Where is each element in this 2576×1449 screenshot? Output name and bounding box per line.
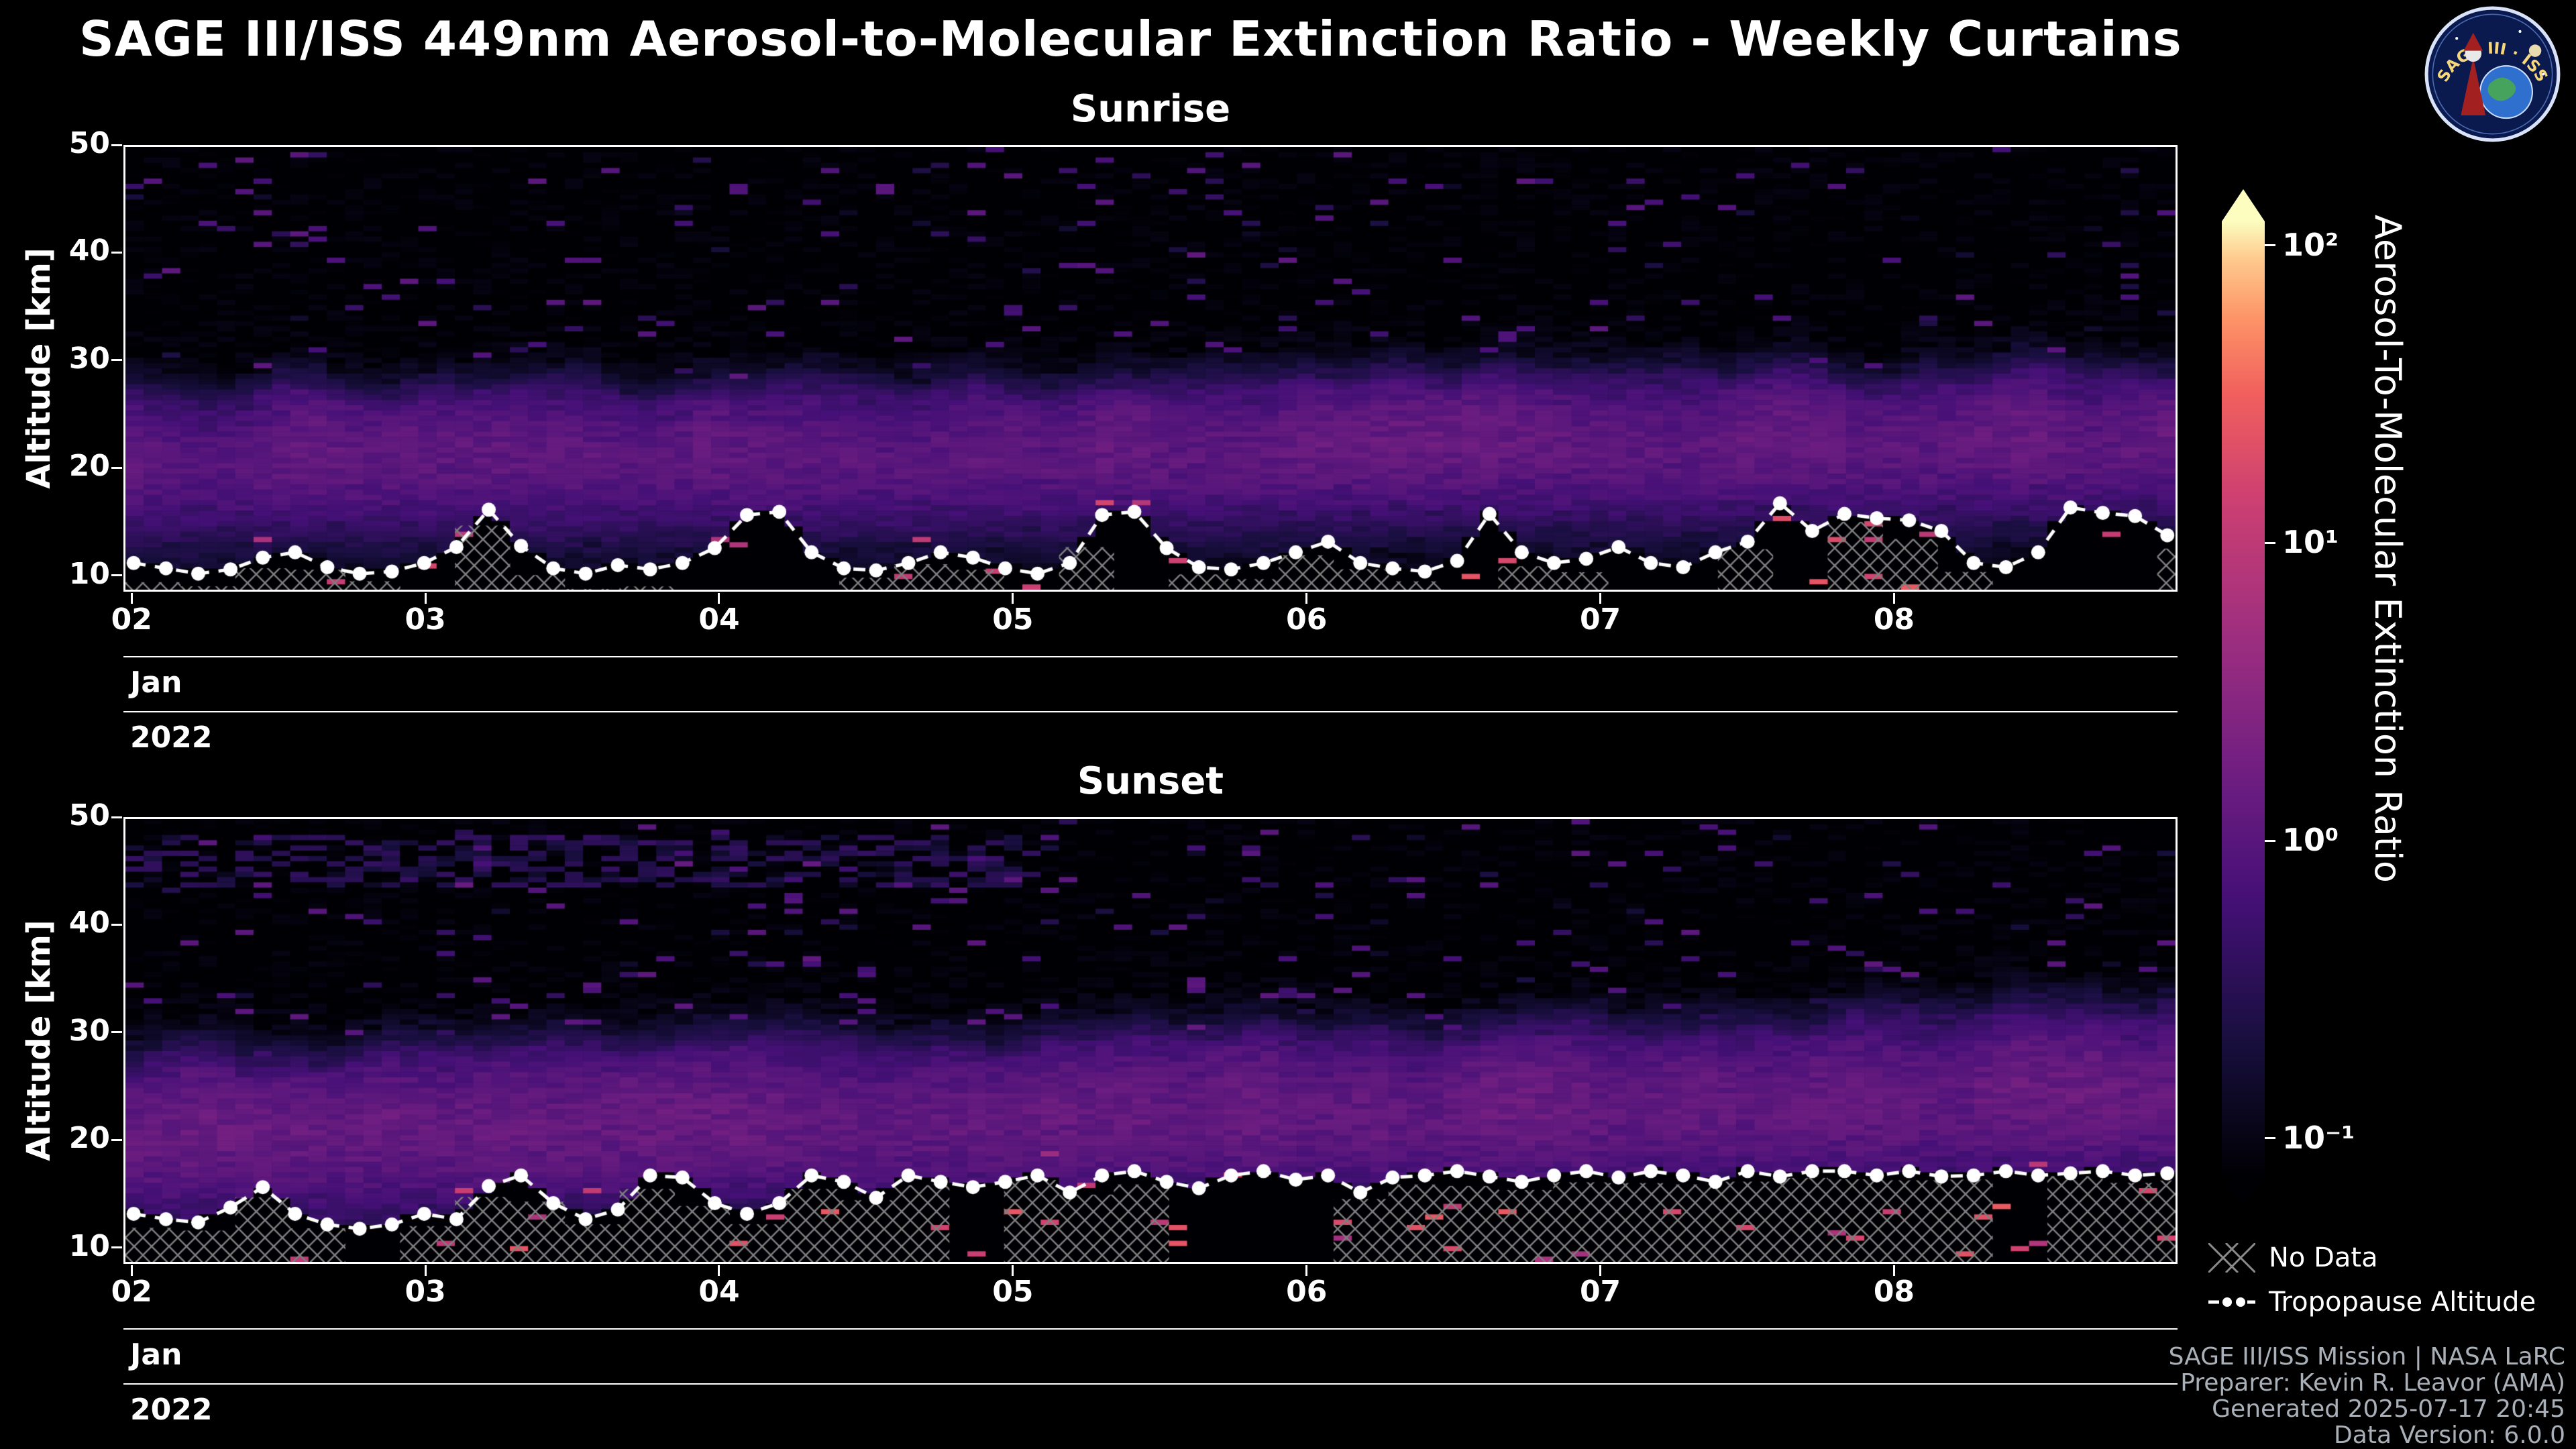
y-tick-label: 30 bbox=[68, 341, 110, 376]
sunset-x-axis-month-label: Jan bbox=[130, 1338, 182, 1372]
mission-logo: SAGE III · ISS bbox=[2424, 5, 2561, 143]
sunset-heatmap-plot bbox=[123, 817, 2178, 1264]
colorbar-axis-label: Aerosol-To-Molecular Extinction Ratio bbox=[2367, 215, 2409, 883]
sunrise-heatmap-plot bbox=[123, 145, 2178, 592]
logo-moon-icon bbox=[2528, 44, 2542, 57]
colorbar-tick-label: 10¹ bbox=[2282, 524, 2339, 561]
sunset-panel-title: Sunset bbox=[1077, 759, 1224, 803]
sunrise-x-axis-year-label: 2022 bbox=[130, 720, 213, 755]
x-tick-mark bbox=[1892, 593, 1895, 604]
x-tick-label: 07 bbox=[1579, 602, 1621, 637]
no-data-hatch-icon bbox=[2208, 1243, 2255, 1273]
legend-item-no-data: No Data bbox=[2208, 1242, 2378, 1273]
colorbar-under-arrow bbox=[2222, 1174, 2265, 1206]
y-tick-label: 50 bbox=[68, 798, 110, 833]
sunset-x-axis-year-label: 2022 bbox=[130, 1393, 213, 1427]
x-tick-mark bbox=[718, 593, 720, 604]
y-tick-label: 20 bbox=[68, 449, 110, 484]
colorbar-tick-label: 10⁰ bbox=[2282, 822, 2339, 858]
x-tick-label: 02 bbox=[111, 602, 152, 637]
x-tick-mark bbox=[1892, 1265, 1895, 1276]
x-tick-label: 03 bbox=[405, 1275, 446, 1309]
sunrise-heatmap-canvas bbox=[125, 147, 2176, 590]
y-tick-mark bbox=[111, 1138, 122, 1141]
x-tick-label: 04 bbox=[698, 602, 740, 637]
x-tick-label: 07 bbox=[1579, 1275, 1621, 1309]
x-tick-mark bbox=[424, 1265, 427, 1276]
x-tick-mark bbox=[1305, 593, 1308, 604]
y-tick-mark bbox=[111, 144, 122, 146]
colorbar-tick-label: 10⁻¹ bbox=[2282, 1119, 2355, 1156]
legend-item-tropopause: Tropopause Altitude bbox=[2208, 1287, 2536, 1318]
x-tick-label: 05 bbox=[992, 1275, 1034, 1309]
y-tick-mark bbox=[111, 251, 122, 254]
sunset-heatmap-canvas bbox=[125, 819, 2176, 1262]
credit-preparer: Preparer: Kevin R. Leavor (AMA) bbox=[2180, 1369, 2565, 1397]
y-tick-mark bbox=[111, 359, 122, 362]
axis-divider-line bbox=[123, 711, 2178, 712]
colorbar-tick-mark bbox=[2265, 839, 2275, 842]
x-tick-mark bbox=[1012, 1265, 1014, 1276]
colorbar-tick-mark bbox=[2265, 244, 2275, 246]
legend-no-data-label: No Data bbox=[2269, 1242, 2378, 1273]
x-tick-mark bbox=[718, 1265, 720, 1276]
axis-divider-line bbox=[123, 656, 2178, 657]
colorbar-tick-label: 10² bbox=[2282, 226, 2339, 263]
credit-mission: SAGE III/ISS Mission | NASA LaRC bbox=[2168, 1343, 2565, 1371]
y-tick-label: 40 bbox=[68, 906, 110, 941]
axis-divider-line bbox=[123, 1383, 2178, 1385]
x-tick-label: 05 bbox=[992, 602, 1034, 637]
y-tick-mark bbox=[111, 1031, 122, 1034]
x-tick-label: 08 bbox=[1873, 1275, 1915, 1309]
x-tick-mark bbox=[1012, 593, 1014, 604]
credit-data-version: Data Version: 6.0.0 bbox=[2334, 1421, 2565, 1449]
x-tick-label: 02 bbox=[111, 1275, 152, 1309]
x-tick-label: 04 bbox=[698, 1275, 740, 1309]
credit-generated: Generated 2025-07-17 20:45 bbox=[2212, 1395, 2565, 1423]
x-tick-mark bbox=[130, 593, 133, 604]
colorbar-tick-mark bbox=[2265, 541, 2275, 544]
axis-divider-line bbox=[123, 1328, 2178, 1330]
y-tick-mark bbox=[111, 816, 122, 818]
sunrise-x-axis-month-label: Jan bbox=[130, 665, 182, 700]
y-tick-label: 10 bbox=[68, 556, 110, 591]
legend-tropopause-label: Tropopause Altitude bbox=[2269, 1287, 2536, 1318]
x-tick-mark bbox=[424, 593, 427, 604]
x-tick-mark bbox=[1599, 1265, 1602, 1276]
y-tick-label: 10 bbox=[68, 1228, 110, 1263]
x-tick-label: 06 bbox=[1286, 1275, 1328, 1309]
colorbar bbox=[2222, 221, 2265, 1174]
colorbar-tick-mark bbox=[2265, 1137, 2275, 1140]
y-tick-label: 30 bbox=[68, 1013, 110, 1048]
x-tick-label: 06 bbox=[1286, 602, 1328, 637]
colorbar-over-arrow bbox=[2222, 189, 2265, 221]
y-tick-mark bbox=[111, 574, 122, 577]
tropopause-line-icon bbox=[2208, 1297, 2255, 1307]
y-tick-mark bbox=[111, 1246, 122, 1249]
figure-title: SAGE III/ISS 449nm Aerosol-to-Molecular … bbox=[79, 11, 2182, 67]
logo-figure-icon bbox=[2461, 57, 2486, 115]
y-tick-mark bbox=[111, 923, 122, 926]
y-tick-label: 20 bbox=[68, 1121, 110, 1156]
x-tick-mark bbox=[130, 1265, 133, 1276]
y-tick-label: 50 bbox=[68, 126, 110, 160]
y-tick-mark bbox=[111, 466, 122, 469]
x-tick-mark bbox=[1305, 1265, 1308, 1276]
mission-logo-patch-icon: SAGE III · ISS bbox=[2424, 6, 2561, 142]
x-tick-label: 08 bbox=[1873, 602, 1915, 637]
sunrise-panel-title: Sunrise bbox=[1070, 87, 1231, 131]
x-tick-label: 03 bbox=[405, 602, 446, 637]
y-tick-label: 40 bbox=[68, 233, 110, 268]
x-tick-mark bbox=[1599, 593, 1602, 604]
